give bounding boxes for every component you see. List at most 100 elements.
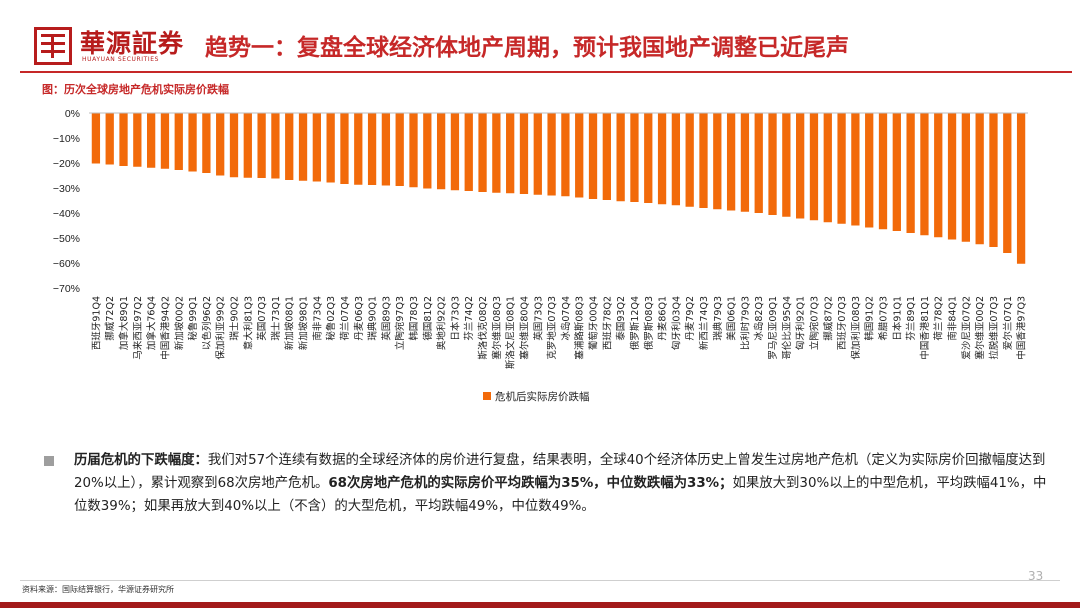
x-tick-label: 保加利亚99Q2 — [215, 296, 227, 360]
figure-caption: 图：历次全球房地产危机实际房价跌幅 — [42, 83, 229, 96]
bar — [837, 113, 846, 224]
x-tick-label: 挪威72Q2 — [104, 296, 116, 341]
bar — [216, 113, 225, 176]
x-tick-label: 丹麦79Q2 — [684, 296, 696, 341]
bar — [644, 113, 653, 203]
x-tick-label: 塞尔维亚08Q3 — [491, 296, 503, 360]
source-note: 资料来源：国际结算银行，华源证券研究所 — [22, 585, 174, 594]
bar — [146, 113, 156, 168]
bar — [906, 113, 915, 233]
bullet-icon — [44, 456, 54, 466]
x-tick-label: 瑞士73Q1 — [270, 296, 282, 341]
x-tick-label: 俄罗斯12Q4 — [629, 296, 641, 350]
x-tick-label: 英国89Q3 — [380, 296, 392, 341]
x-tick-label: 荷兰07Q4 — [339, 296, 351, 341]
bar — [436, 113, 446, 190]
x-tick-label: 匈牙利03Q4 — [670, 296, 682, 350]
x-tick-label: 德国81Q2 — [422, 296, 434, 341]
bar — [657, 113, 667, 205]
bar — [989, 113, 998, 247]
x-tick-label: 意大利81Q3 — [242, 296, 254, 350]
bar — [713, 113, 722, 210]
y-tick-label: 0% — [65, 108, 80, 120]
bar — [478, 113, 487, 192]
paragraph-lead: 历届危机的下跌幅度： — [74, 453, 208, 468]
bar — [367, 113, 377, 185]
bar — [160, 113, 170, 169]
bar — [796, 113, 805, 219]
x-tick-label: 新西兰74Q3 — [698, 296, 710, 350]
bar — [975, 113, 984, 245]
x-tick-label: 英国73Q3 — [532, 296, 544, 341]
x-tick-label: 拉脱维亚07Q3 — [988, 296, 1000, 360]
y-tick-label: −30% — [53, 183, 80, 195]
page-number: 33 — [1028, 569, 1044, 583]
bar — [699, 113, 708, 208]
x-tick-label: 马来西亚97Q2 — [133, 296, 144, 360]
bar — [395, 113, 404, 186]
x-tick-label: 立陶宛97Q3 — [394, 296, 406, 350]
x-tick-label: 丹麦06Q3 — [353, 296, 365, 341]
y-tick-label: −60% — [53, 258, 80, 270]
bar — [326, 113, 335, 183]
x-tick-label: 中国香港97Q3 — [1016, 296, 1028, 360]
x-tick-label: 挪威87Q2 — [822, 296, 834, 341]
bar — [561, 113, 570, 197]
x-tick-label: 南非84Q1 — [947, 296, 959, 341]
x-tick-label: 保加利亚08Q3 — [850, 296, 862, 360]
x-tick-label: 罗马尼亚09Q1 — [768, 296, 779, 360]
x-tick-label: 瑞典79Q3 — [712, 296, 724, 341]
bar — [354, 113, 363, 185]
bar — [1016, 113, 1026, 264]
x-tick-label: 克罗地亚07Q3 — [546, 296, 558, 360]
bar — [533, 113, 542, 195]
x-tick-label: 西班牙91Q4 — [90, 296, 102, 350]
bar — [119, 113, 128, 166]
bar — [91, 113, 101, 164]
x-tick-label: 新加坡08Q1 — [284, 296, 296, 350]
bar — [381, 113, 391, 186]
bar — [285, 113, 294, 180]
bar-chart: 0% −10% −20% −30% −40% −50% −60% −70% 西班牙91Q4 挪威7… — [53, 108, 1028, 403]
bar — [782, 113, 791, 217]
brand-name-en: HUAYUAN SECURITIES — [82, 56, 160, 63]
header-divider — [20, 71, 1072, 73]
bar — [851, 113, 860, 226]
bar — [340, 113, 349, 184]
x-tick-label: 比利时79Q3 — [739, 296, 751, 350]
page-title: 趋势一：复盘全球经济体地产周期，预计我国地产调整已近尾声 — [205, 34, 849, 61]
x-tick-label: 瑞士90Q2 — [228, 296, 240, 341]
footer-band — [0, 602, 1080, 608]
x-tick-label: 塞浦路斯08Q3 — [574, 296, 586, 360]
x-tick-label: 新加坡00Q2 — [173, 296, 185, 350]
x-tick-label: 西班牙07Q3 — [836, 296, 848, 350]
x-tick-label: 加拿大76Q4 — [146, 296, 158, 350]
x-tick-label: 美国06Q1 — [726, 296, 738, 341]
bar — [754, 113, 763, 213]
bar — [450, 113, 460, 191]
summary-paragraph: 历届危机的下跌幅度：我们对57个连续有数据的全球经济体的房价进行复盘，结果表明，… — [74, 449, 1058, 518]
bar — [685, 113, 694, 207]
paragraph-text-1: 我们对57个连续有数据的全球经济体的房价进行复盘，结果表明，全球40个经济体历史… — [74, 453, 1046, 491]
x-tick-label: 秘鲁02Q3 — [325, 296, 337, 341]
x-tick-label: 塞尔维亚80Q4 — [518, 296, 530, 360]
x-tick-label: 冰岛82Q3 — [753, 296, 765, 341]
x-tick-label: 丹麦86Q1 — [657, 296, 669, 341]
x-tick-label: 爱沙尼亚07Q2 — [960, 296, 972, 360]
paragraph-bold-text: 68次房地产危机的实际房价平均跌幅为35%，中位数跌幅为33%； — [328, 476, 733, 491]
x-tick-label: 韩国78Q3 — [408, 296, 420, 341]
bar — [257, 113, 266, 178]
bar — [920, 113, 929, 236]
bar — [506, 113, 515, 194]
brand-name: 華源証券 — [80, 29, 185, 58]
x-tick-label: 哥伦比亚95Q4 — [781, 296, 793, 360]
y-tick-label: −10% — [53, 133, 80, 145]
x-tick-label: 日本91Q1 — [891, 296, 903, 341]
x-tick-label: 英国07Q3 — [256, 296, 268, 341]
bar — [602, 113, 611, 200]
x-tick-label: 塞尔维亚00Q2 — [974, 296, 986, 360]
x-tick-label: 瑞典90Q1 — [367, 296, 379, 341]
bar — [174, 113, 183, 170]
bar — [671, 113, 681, 206]
bar — [575, 113, 584, 198]
